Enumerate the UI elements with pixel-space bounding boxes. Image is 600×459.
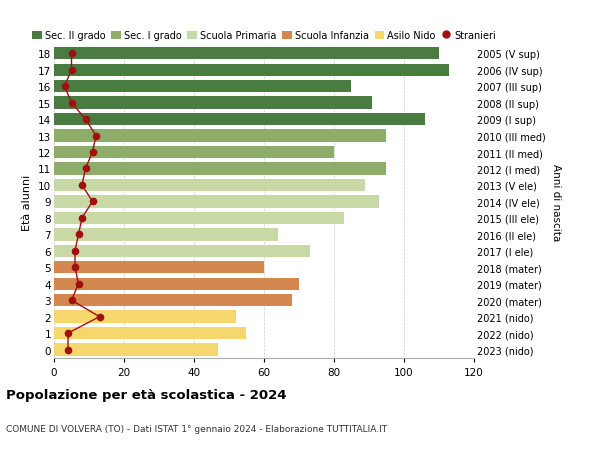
Bar: [54, 327, 247, 340]
Text: Popolazione per età scolastica - 2024: Popolazione per età scolastica - 2024: [6, 388, 287, 401]
Bar: [54, 146, 334, 159]
Bar: [54, 229, 278, 241]
Bar: [54, 262, 264, 274]
Bar: [54, 130, 386, 142]
Y-axis label: Età alunni: Età alunni: [22, 174, 32, 230]
Bar: [54, 64, 449, 77]
Bar: [54, 163, 386, 175]
Bar: [54, 48, 439, 60]
Bar: [54, 97, 373, 110]
Bar: [54, 311, 236, 323]
Bar: [54, 81, 352, 93]
Legend: Sec. II grado, Sec. I grado, Scuola Primaria, Scuola Infanzia, Asilo Nido, Stran: Sec. II grado, Sec. I grado, Scuola Prim…: [32, 31, 496, 41]
Bar: [54, 114, 425, 126]
Bar: [54, 212, 344, 224]
Bar: [54, 179, 365, 192]
Bar: [54, 294, 292, 307]
Bar: [54, 196, 379, 208]
Bar: [54, 344, 218, 356]
Bar: [54, 278, 299, 290]
Bar: [54, 245, 310, 257]
Y-axis label: Anni di nascita: Anni di nascita: [551, 163, 561, 241]
Text: COMUNE DI VOLVERA (TO) - Dati ISTAT 1° gennaio 2024 - Elaborazione TUTTITALIA.IT: COMUNE DI VOLVERA (TO) - Dati ISTAT 1° g…: [6, 425, 387, 434]
